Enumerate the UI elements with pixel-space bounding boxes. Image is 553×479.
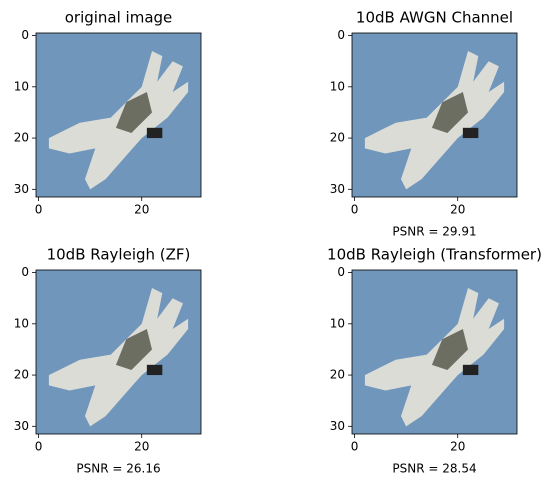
x-tick-label: 20	[134, 440, 149, 454]
y-tick-label: 30	[330, 182, 345, 196]
image-cockpit	[463, 128, 478, 138]
x-axis-label: PSNR = 28.54	[392, 462, 476, 476]
x-tick-label: 0	[351, 440, 359, 454]
image-cockpit	[147, 365, 162, 375]
image-cockpit	[147, 128, 162, 138]
y-tick-label: 30	[14, 419, 29, 433]
y-tick-label: 10	[14, 316, 29, 330]
y-tick-label: 0	[21, 28, 29, 42]
image	[352, 270, 517, 434]
y-tick-label: 10	[330, 316, 345, 330]
image	[352, 33, 517, 197]
y-tick-label: 10	[14, 79, 29, 93]
x-tick-label: 0	[35, 440, 43, 454]
y-tick-label: 20	[14, 368, 29, 382]
y-tick-label: 10	[330, 79, 345, 93]
axes-title: 10dB AWGN Channel	[356, 9, 513, 27]
image	[36, 270, 201, 434]
y-tick-label: 20	[14, 131, 29, 145]
x-axis-label: PSNR = 29.91	[392, 225, 476, 239]
axes-title: 10dB Rayleigh (ZF)	[47, 246, 191, 264]
axes-title: 10dB Rayleigh (Transformer)	[327, 246, 542, 264]
x-tick-label: 0	[351, 203, 359, 217]
x-tick-label: 20	[134, 203, 149, 217]
y-tick-label: 20	[330, 368, 345, 382]
y-tick-label: 0	[337, 265, 345, 279]
y-tick-label: 30	[14, 182, 29, 196]
y-tick-label: 0	[21, 265, 29, 279]
image	[36, 33, 201, 197]
axes-title: original image	[65, 9, 173, 27]
figure: original image 0 20 0 10 20 30 10dB AWGN Channe…	[0, 0, 553, 479]
y-tick-label: 20	[330, 131, 345, 145]
x-tick-label: 0	[35, 203, 43, 217]
x-tick-label: 20	[450, 203, 465, 217]
x-tick-label: 20	[450, 440, 465, 454]
y-tick-label: 30	[330, 419, 345, 433]
x-axis-label: PSNR = 26.16	[76, 462, 160, 476]
y-tick-label: 0	[337, 28, 345, 42]
image-cockpit	[463, 365, 478, 375]
